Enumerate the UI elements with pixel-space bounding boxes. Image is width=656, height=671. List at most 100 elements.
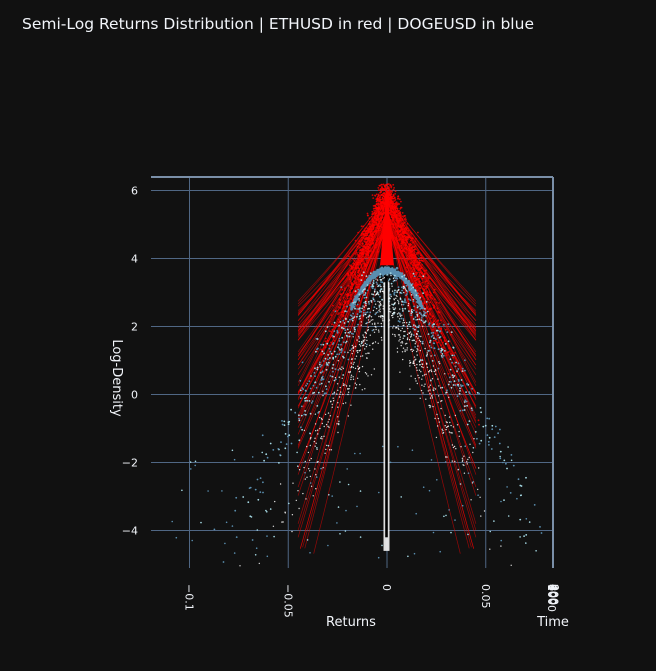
dogeusd-point xyxy=(345,340,348,343)
dogeusd-point xyxy=(417,330,419,333)
dogeusd-point xyxy=(476,437,478,440)
white-point xyxy=(448,431,451,433)
dogeusd-point xyxy=(311,400,314,402)
dogeusd-point xyxy=(328,494,330,496)
ethusd-point xyxy=(340,313,343,316)
ethusd-point xyxy=(368,235,371,237)
ethusd-point xyxy=(342,305,345,308)
ethusd-point xyxy=(407,233,409,236)
white-point xyxy=(431,378,434,380)
dogeusd-point xyxy=(325,385,327,388)
dogeusd-point xyxy=(498,442,501,445)
white-point xyxy=(430,369,432,371)
dogeusd-point xyxy=(419,296,421,299)
ethusd-point xyxy=(446,351,449,354)
dogeusd-point xyxy=(499,450,502,453)
white-point xyxy=(414,325,417,327)
white-point xyxy=(429,389,431,391)
ethusd-point xyxy=(408,248,411,251)
ethusd-point xyxy=(397,197,399,200)
ethusd-point xyxy=(354,275,357,278)
dogeusd-series xyxy=(171,266,543,563)
dogeusd-point xyxy=(333,350,336,353)
white-point xyxy=(402,310,404,312)
white-point xyxy=(281,521,283,523)
dogeusd-point xyxy=(410,294,413,296)
white-point xyxy=(403,324,405,326)
white-point xyxy=(349,371,351,374)
dogeusd-point xyxy=(354,304,357,306)
dogeusd-point xyxy=(316,368,319,371)
dogeusd-point xyxy=(397,271,400,274)
white-point xyxy=(416,363,418,366)
dogeusd-point xyxy=(235,536,238,538)
white-point xyxy=(461,457,464,459)
white-point xyxy=(374,323,376,325)
ethusd-point xyxy=(421,295,423,298)
dogeusd-point xyxy=(316,405,319,407)
ethusd-point xyxy=(431,297,433,300)
white-point xyxy=(350,378,352,381)
dogeusd-point xyxy=(319,383,321,386)
dogeusd-point xyxy=(358,298,360,300)
ethusd-point xyxy=(383,205,386,208)
ethusd-point xyxy=(425,285,428,288)
dogeusd-point xyxy=(328,357,331,359)
ethusd-point xyxy=(355,251,358,254)
ethusd-point xyxy=(377,187,380,189)
dogeusd-point xyxy=(259,491,262,493)
ethusd-point xyxy=(413,284,416,287)
dogeusd-point xyxy=(433,347,436,349)
white-point xyxy=(407,303,410,305)
dogeusd-point xyxy=(463,409,466,411)
ethusd-point xyxy=(409,272,412,275)
dogeusd-point xyxy=(340,286,343,288)
ethusd-point xyxy=(359,243,361,246)
white-point xyxy=(418,377,420,379)
dogeusd-point xyxy=(342,374,345,376)
ethusd-point xyxy=(426,292,428,295)
dogeusd-point xyxy=(222,561,225,563)
dogeusd-point xyxy=(255,547,258,549)
ethusd-point xyxy=(417,283,420,286)
ethusd-point xyxy=(346,272,349,275)
dogeusd-point xyxy=(386,274,388,276)
dogeusd-point xyxy=(354,290,357,292)
ethusd-point xyxy=(403,215,405,218)
ethusd-point xyxy=(371,213,373,216)
ethusd-point xyxy=(352,266,355,269)
ethusd-point xyxy=(359,283,361,286)
ethusd-point xyxy=(401,250,404,253)
ethusd-point xyxy=(344,327,347,329)
ethusd-point xyxy=(449,333,452,336)
dogeusd-point xyxy=(404,307,407,310)
dogeusd-point xyxy=(336,522,338,524)
white-point xyxy=(454,460,456,463)
dogeusd-point xyxy=(499,428,501,431)
dogeusd-point xyxy=(171,520,173,523)
ethusd-point xyxy=(396,217,399,220)
white-point xyxy=(369,315,371,317)
dogeusd-point xyxy=(466,423,469,426)
dogeusd-point xyxy=(414,346,416,348)
dogeusd-point xyxy=(340,343,342,346)
dogeusd-point xyxy=(308,400,311,402)
ethusd-point xyxy=(347,274,349,277)
ethusd-point xyxy=(423,285,425,288)
dogeusd-point xyxy=(345,334,348,337)
ethusd-point xyxy=(366,243,368,245)
dogeusd-point xyxy=(251,456,254,458)
dogeusd-point xyxy=(304,400,307,402)
dogeusd-point xyxy=(459,409,462,412)
dogeusd-point xyxy=(344,331,347,334)
dogeusd-point xyxy=(499,455,501,458)
x-tick-label: −0.05 xyxy=(281,584,294,618)
white-point xyxy=(357,351,359,354)
white-point xyxy=(463,455,465,457)
white-point xyxy=(406,349,408,351)
white-point xyxy=(417,337,419,339)
ethusd-point xyxy=(347,284,350,287)
dogeusd-point xyxy=(266,555,269,558)
dogeusd-point xyxy=(284,447,287,450)
